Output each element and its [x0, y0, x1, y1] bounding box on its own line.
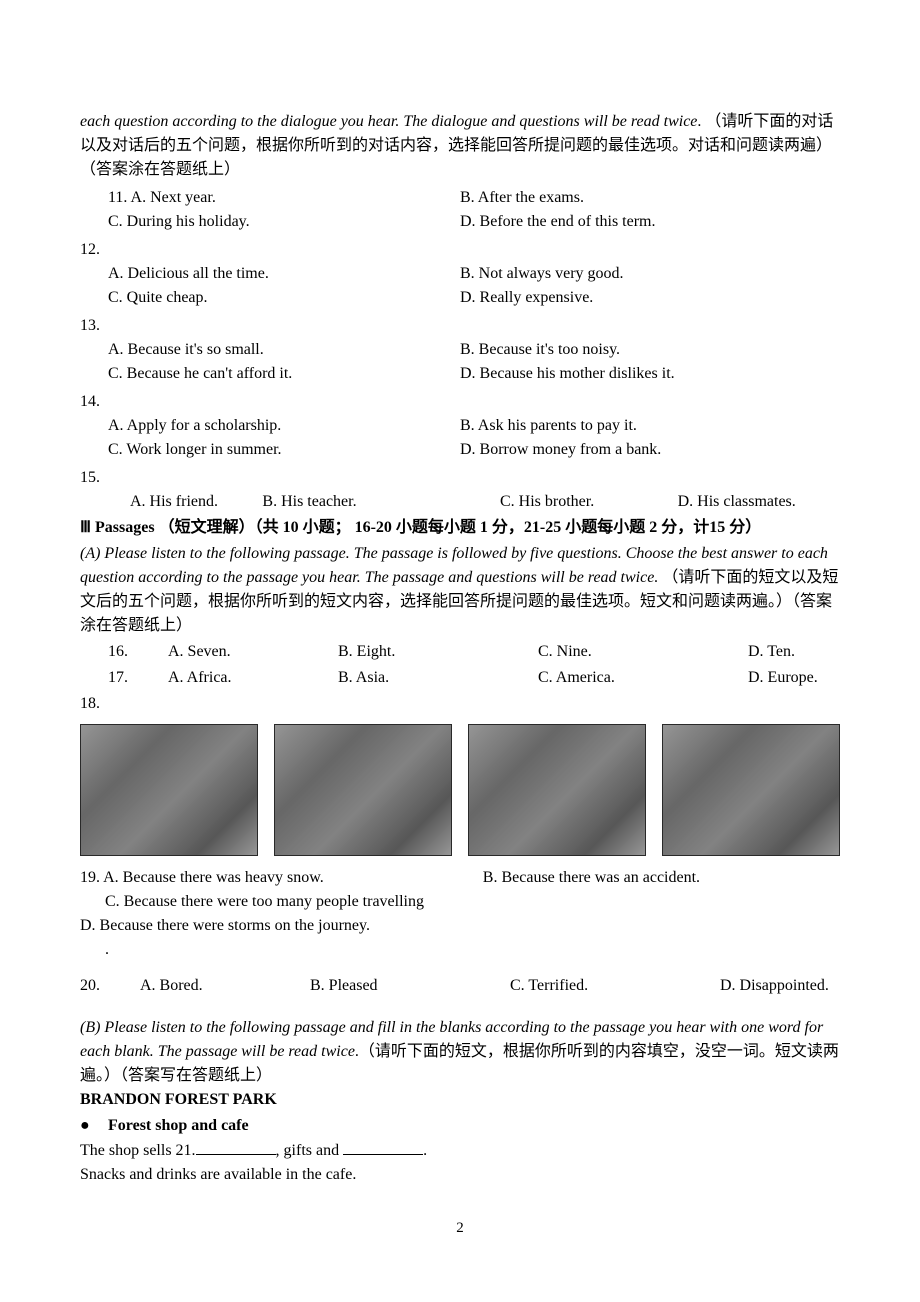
- q12-number: 12.: [80, 238, 840, 262]
- bullet-icon: ●: [80, 1114, 108, 1138]
- q13-option-c[interactable]: C. Because he can't afford it.: [80, 362, 460, 386]
- q12-option-a[interactable]: A. Delicious all the time.: [80, 262, 460, 286]
- question-16: 16. A. Seven. B. Eight. C. Nine. D. Ten.: [80, 640, 840, 664]
- q16-option-c[interactable]: C. Nine.: [538, 640, 738, 664]
- q14-option-d[interactable]: D. Borrow money from a bank.: [460, 438, 840, 462]
- bullet-forest-shop: ● Forest shop and cafe: [80, 1114, 840, 1138]
- q13-option-d[interactable]: D. Because his mother dislikes it.: [460, 362, 840, 386]
- question-13: 13. A. Because it's so small. B. Because…: [80, 314, 840, 386]
- q13-option-a[interactable]: A. Because it's so small.: [80, 338, 460, 362]
- question-15: 15. A. His friend. B. His teacher. C. Hi…: [80, 466, 840, 514]
- intro-italic-text: each question according to the dialogue …: [80, 113, 697, 130]
- question-14: 14. A. Apply for a scholarship. B. Ask h…: [80, 390, 840, 462]
- q11-option-b[interactable]: B. After the exams.: [460, 186, 840, 210]
- q11-option-c[interactable]: C. During his holiday.: [80, 210, 460, 234]
- q18-image-b-train[interactable]: [274, 724, 452, 856]
- q13-option-b[interactable]: B. Because it's too noisy.: [460, 338, 840, 362]
- q16-number: 16.: [80, 640, 168, 664]
- q12-option-b[interactable]: B. Not always very good.: [460, 262, 840, 286]
- question-20: 20. A. Bored. B. Pleased C. Terrified. D…: [80, 974, 840, 998]
- q18-image-c-bus[interactable]: [468, 724, 646, 856]
- q14-option-a[interactable]: A. Apply for a scholarship.: [80, 414, 460, 438]
- q17-number: 17.: [80, 666, 168, 690]
- q16-option-b[interactable]: B. Eight.: [338, 640, 538, 664]
- section-3-partA-intro: (A) Please listen to the following passa…: [80, 542, 840, 638]
- q20-number: 20.: [80, 974, 140, 998]
- q19-option-c[interactable]: C. Because there were too many people tr…: [80, 890, 508, 914]
- q18-image-d-plane[interactable]: [662, 724, 840, 856]
- q20-option-a[interactable]: A. Bored.: [140, 974, 310, 998]
- question-17: 17. A. Africa. B. Asia. C. America. D. E…: [80, 666, 840, 690]
- line1-mid: , gifts and: [276, 1142, 344, 1159]
- q19-trailing-dot: .: [80, 938, 840, 962]
- page-number: 2: [80, 1217, 840, 1240]
- intro-paragraph: each question according to the dialogue …: [80, 110, 840, 182]
- bullet-text: Forest shop and cafe: [108, 1114, 249, 1138]
- q14-number: 14.: [80, 390, 840, 414]
- q15-option-c[interactable]: C. His brother.: [460, 490, 658, 514]
- blank-after-gifts[interactable]: [343, 1138, 423, 1155]
- q18-image-a-ship[interactable]: [80, 724, 258, 856]
- q18-number: 18.: [80, 692, 840, 716]
- q11-option-a[interactable]: 11. A. Next year.: [80, 186, 460, 210]
- q15-option-b[interactable]: B. His teacher.: [262, 490, 460, 514]
- q19-option-a[interactable]: 19. A. Because there was heavy snow.: [80, 866, 483, 890]
- brandon-title: BRANDON FOREST PARK: [80, 1088, 840, 1112]
- blank-21[interactable]: [196, 1138, 276, 1155]
- q12-option-d[interactable]: D. Really expensive.: [460, 286, 840, 310]
- snacks-line: Snacks and drinks are available in the c…: [80, 1163, 840, 1187]
- q12-option-c[interactable]: C. Quite cheap.: [80, 286, 460, 310]
- q18-images: [80, 724, 840, 856]
- q20-option-d[interactable]: D. Disappointed.: [720, 974, 840, 998]
- q17-option-c[interactable]: C. America.: [538, 666, 738, 690]
- q20-option-c[interactable]: C. Terrified.: [510, 974, 720, 998]
- q17-option-d[interactable]: D. Europe.: [738, 666, 840, 690]
- q15-option-a[interactable]: A. His friend.: [80, 490, 262, 514]
- q13-number: 13.: [80, 314, 840, 338]
- question-19: 19. A. Because there was heavy snow. B. …: [80, 866, 840, 938]
- q14-option-b[interactable]: B. Ask his parents to pay it.: [460, 414, 840, 438]
- q17-option-b[interactable]: B. Asia.: [338, 666, 538, 690]
- section-3-heading: Ⅲ Passages （短文理解）（共 10 小题； 16-20 小题每小题 1…: [80, 516, 840, 540]
- q14-option-c[interactable]: C. Work longer in summer.: [80, 438, 460, 462]
- question-12: 12. A. Delicious all the time. B. Not al…: [80, 238, 840, 310]
- q15-option-d[interactable]: D. His classmates.: [658, 490, 840, 514]
- q20-option-b[interactable]: B. Pleased: [310, 974, 510, 998]
- question-11: 11. A. Next year. B. After the exams. C.…: [80, 186, 840, 234]
- fill-line-21: The shop sells 21. , gifts and .: [80, 1138, 840, 1163]
- q17-option-a[interactable]: A. Africa.: [168, 666, 338, 690]
- q19-option-d[interactable]: D. Because there were storms on the jour…: [80, 914, 437, 938]
- q15-number: 15.: [80, 466, 840, 490]
- q19-option-b[interactable]: B. Because there was an accident.: [483, 866, 840, 890]
- q16-option-a[interactable]: A. Seven.: [168, 640, 338, 664]
- q11-option-d[interactable]: D. Before the end of this term.: [460, 210, 840, 234]
- q16-option-d[interactable]: D. Ten.: [738, 640, 840, 664]
- line1-pre: The shop sells 21.: [80, 1142, 196, 1159]
- line1-post: .: [423, 1142, 427, 1159]
- section-3-partB-intro: (B) Please listen to the following passa…: [80, 1016, 840, 1088]
